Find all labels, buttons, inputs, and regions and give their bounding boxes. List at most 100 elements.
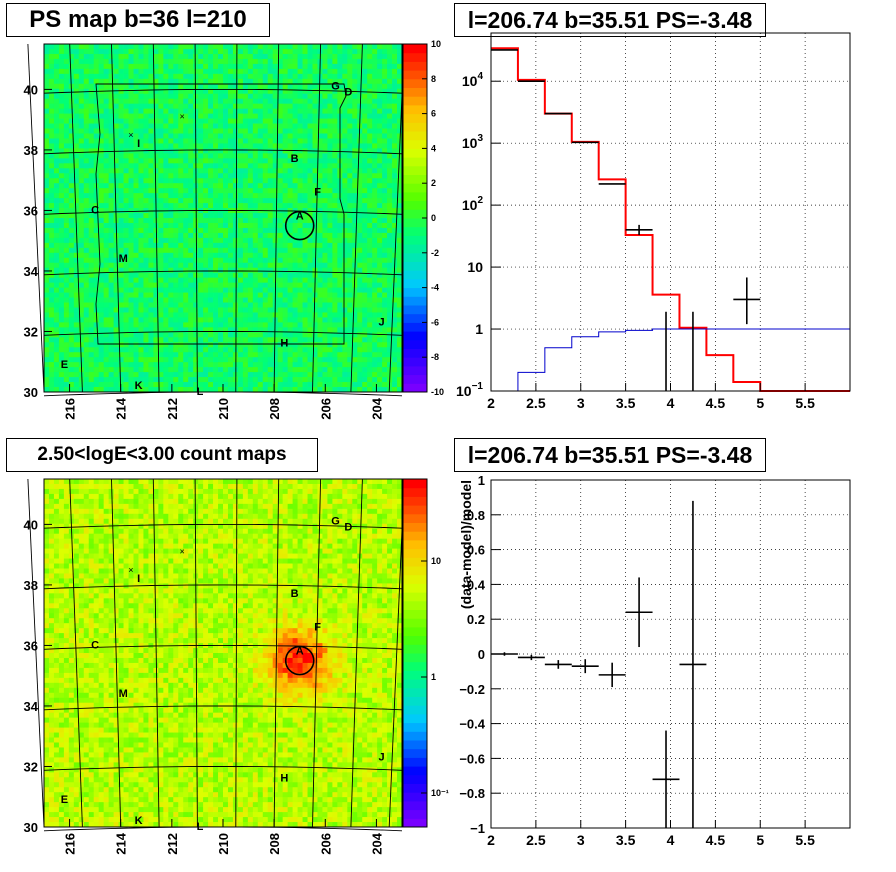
map-pixel — [98, 83, 105, 90]
map-pixel — [227, 198, 234, 204]
map-pixel — [103, 292, 110, 298]
map-pixel — [372, 198, 378, 204]
map-pixel — [103, 98, 110, 105]
map-pixel — [297, 118, 303, 124]
map-pixel — [372, 297, 378, 303]
map-pixel — [168, 342, 174, 348]
map-pixel — [44, 78, 50, 85]
map-pixel — [232, 133, 239, 139]
map-pixel — [302, 78, 308, 85]
map-pixel — [262, 252, 269, 259]
map-pixel — [48, 163, 55, 169]
map-pixel — [148, 282, 154, 288]
map-pixel — [247, 173, 254, 179]
map-pixel — [377, 347, 383, 353]
map-pixel — [178, 237, 184, 244]
map-pixel — [292, 103, 298, 110]
map-pixel — [193, 247, 199, 254]
map-pixel — [108, 287, 115, 293]
map-pixel — [83, 272, 90, 279]
map-pixel — [58, 148, 65, 154]
map-pixel — [302, 63, 308, 70]
map-pixel — [327, 387, 333, 393]
map-pixel — [392, 178, 398, 184]
map-pixel — [108, 203, 115, 209]
map-pixel — [103, 257, 110, 264]
map-pixel — [208, 173, 214, 179]
map-pixel — [312, 302, 318, 308]
map-pixel — [223, 193, 229, 199]
map-pixel — [242, 317, 249, 323]
map-pixel — [183, 83, 189, 90]
map-pixel — [297, 267, 303, 274]
map-pixel — [163, 362, 169, 368]
map-pixel — [143, 93, 149, 100]
map-pixel — [44, 352, 50, 358]
map-pixel — [143, 103, 149, 110]
map-pixel — [287, 352, 294, 358]
map-pixel — [282, 382, 289, 388]
map-pixel — [88, 118, 95, 124]
map-pixel — [128, 163, 134, 169]
map-pixel — [48, 203, 55, 209]
map-pixel — [153, 73, 159, 80]
map-pixel — [63, 193, 70, 199]
map-pixel — [397, 44, 403, 50]
map-pixel — [227, 267, 234, 274]
map-pixel — [163, 83, 169, 90]
map-pixel — [133, 347, 139, 353]
map-pixel — [302, 292, 308, 298]
map-pixel — [282, 193, 289, 199]
map-pixel — [377, 173, 383, 179]
map-pixel — [78, 73, 85, 80]
map-pixel — [252, 138, 259, 144]
map-pixel — [317, 118, 323, 124]
map-pixel — [223, 58, 229, 65]
map-pixel — [123, 327, 129, 333]
map-pixel — [208, 337, 214, 343]
map-pixel — [58, 88, 65, 95]
map-pixel — [73, 367, 80, 373]
map-pixel — [83, 252, 90, 259]
map-pixel — [322, 347, 328, 353]
map-pixel — [193, 262, 199, 269]
map-pixel — [68, 63, 75, 70]
map-pixel — [242, 262, 249, 269]
map-pixel — [88, 362, 95, 368]
map-pixel — [382, 178, 388, 184]
map-pixel — [292, 148, 298, 154]
map-pixel — [387, 63, 393, 70]
map-pixel — [287, 153, 294, 159]
map-pixel — [252, 213, 259, 219]
map-pixel — [387, 262, 393, 269]
map-pixel — [352, 203, 358, 209]
map-pixel — [223, 138, 229, 144]
map-pixel — [93, 138, 100, 144]
map-pixel — [133, 297, 139, 303]
map-pixel — [88, 347, 95, 353]
map-pixel — [193, 297, 199, 303]
map-pixel — [158, 193, 164, 199]
map-pixel — [332, 387, 338, 393]
map-pixel — [198, 173, 204, 179]
map-pixel — [232, 198, 239, 204]
map-pixel — [287, 312, 294, 318]
map-pixel — [237, 68, 244, 75]
map-pixel — [267, 222, 274, 229]
map-pixel — [53, 128, 60, 134]
map-pixel — [158, 267, 164, 274]
map-pixel — [257, 332, 264, 338]
map-pixel — [262, 257, 269, 264]
map-pixel — [347, 48, 353, 55]
map-pixel — [242, 118, 249, 124]
map-pixel — [352, 322, 358, 328]
map-pixel — [44, 143, 50, 149]
map-pixel — [198, 327, 204, 333]
map-pixel — [272, 188, 279, 194]
map-pixel — [48, 312, 55, 318]
map-pixel — [372, 133, 378, 139]
map-pixel — [382, 252, 388, 259]
map-pixel — [392, 123, 398, 129]
map-pixel — [357, 357, 363, 363]
map-pixel — [262, 372, 269, 378]
